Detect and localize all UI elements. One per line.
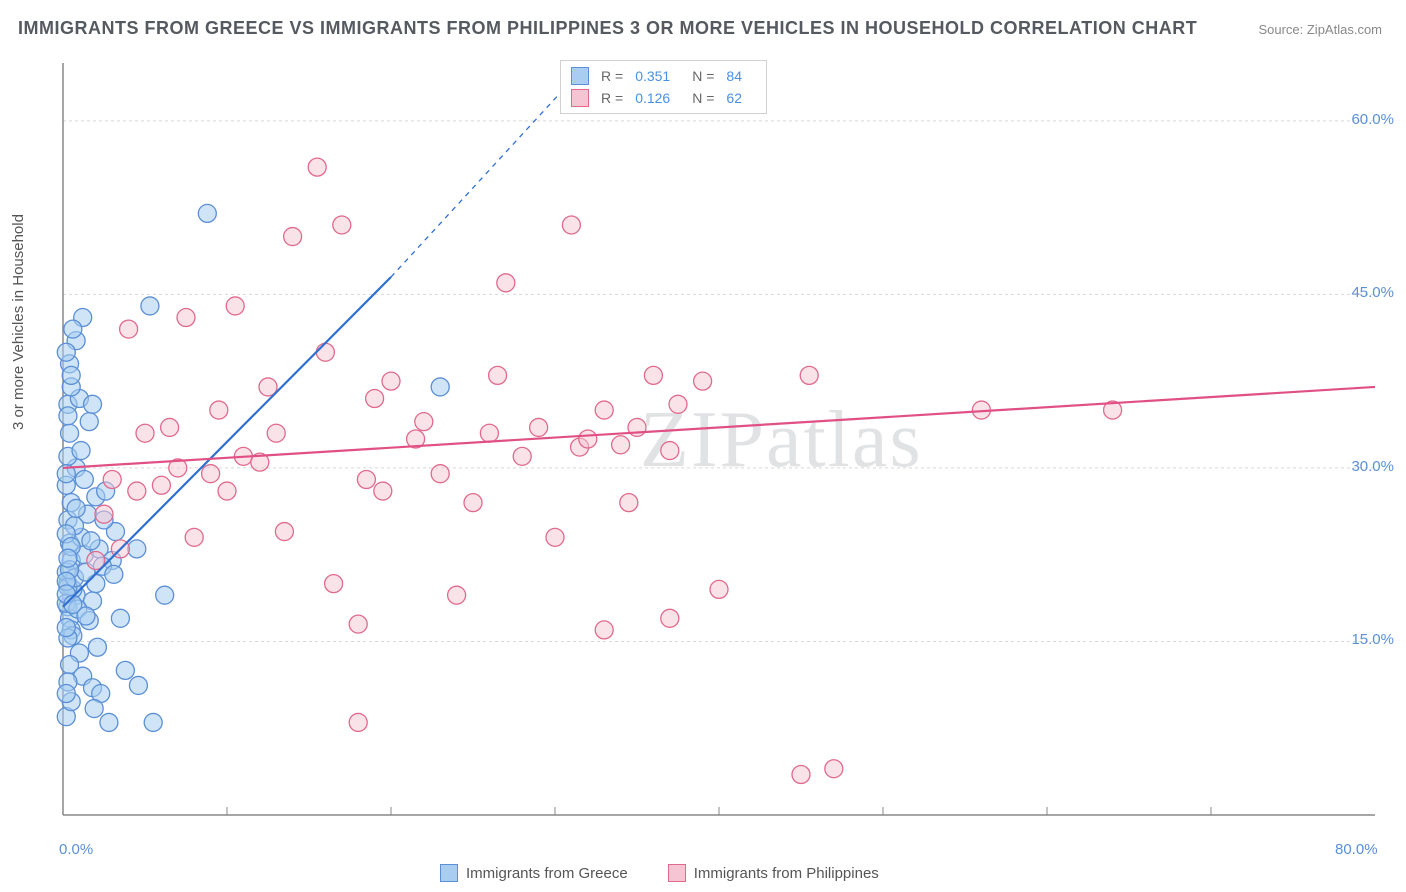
swatch-philippines	[668, 864, 686, 882]
series-legend: Immigrants from Greece Immigrants from P…	[440, 864, 879, 882]
swatch-greece	[571, 67, 589, 85]
legend-label-philippines: Immigrants from Philippines	[694, 865, 879, 882]
stats-legend: R = 0.351 N = 84 R = 0.126 N = 62	[560, 60, 767, 114]
r-label: R =	[601, 90, 623, 106]
n-label: N =	[692, 68, 714, 84]
x-tick-label: 80.0%	[1335, 841, 1378, 858]
y-axis-label: 3 or more Vehicles in Household	[10, 214, 27, 430]
chart-title: IMMIGRANTS FROM GREECE VS IMMIGRANTS FRO…	[18, 18, 1197, 39]
stats-row-greece: R = 0.351 N = 84	[571, 65, 756, 87]
n-value-greece: 84	[726, 68, 742, 84]
y-tick-label: 15.0%	[1351, 631, 1394, 648]
x-tick-label: 0.0%	[59, 841, 93, 858]
y-tick-label: 45.0%	[1351, 284, 1394, 301]
legend-label-greece: Immigrants from Greece	[466, 865, 628, 882]
legend-item-greece: Immigrants from Greece	[440, 864, 628, 882]
n-label: N =	[692, 90, 714, 106]
legend-item-philippines: Immigrants from Philippines	[668, 864, 879, 882]
stats-row-philippines: R = 0.126 N = 62	[571, 87, 756, 109]
correlation-scatter-chart	[55, 55, 1385, 835]
n-value-philippines: 62	[726, 90, 742, 106]
r-label: R =	[601, 68, 623, 84]
source-label: Source: ZipAtlas.com	[1258, 22, 1382, 37]
scatter-points	[57, 158, 1121, 783]
y-tick-label: 60.0%	[1351, 111, 1394, 128]
y-tick-label: 30.0%	[1351, 458, 1394, 475]
r-value-philippines: 0.126	[635, 90, 670, 106]
axes	[63, 63, 1375, 815]
swatch-greece	[440, 864, 458, 882]
trend-lines	[63, 63, 1375, 607]
swatch-philippines	[571, 89, 589, 107]
r-value-greece: 0.351	[635, 68, 670, 84]
